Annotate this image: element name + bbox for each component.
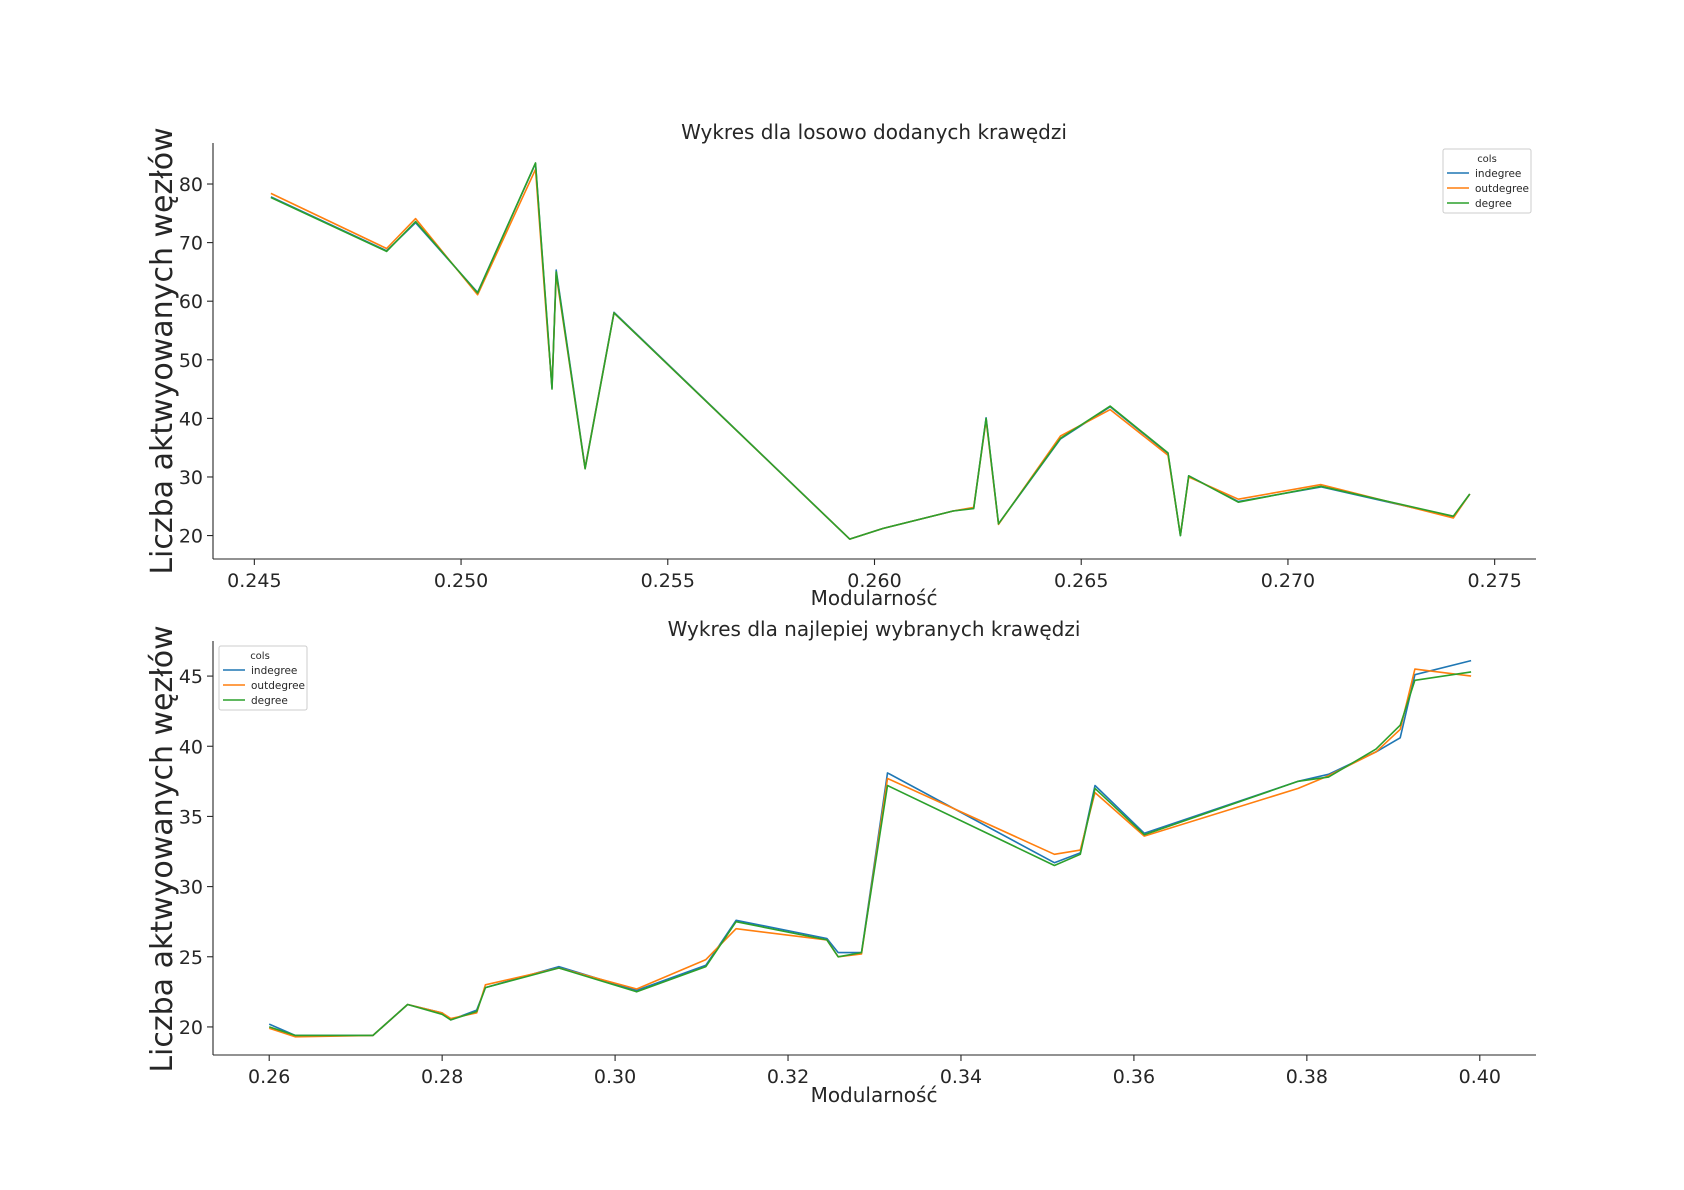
- x-tick-label: 0.250: [434, 570, 488, 592]
- y-tick-label: 35: [179, 806, 203, 828]
- series-line-outdegree: [270, 168, 1471, 540]
- x-tick-label: 0.275: [1467, 570, 1521, 592]
- x-tick-label: 0.32: [767, 1066, 809, 1088]
- y-tick-label: 30: [179, 877, 203, 899]
- y-tick-label: 80: [179, 174, 203, 196]
- ticks: 0.26 0.28 0.30 0.32 0.34 0.36 0.38 0.40 20 25 30 35…: [179, 666, 1501, 1088]
- series-line-degree: [268, 671, 1472, 1037]
- y-tick-label: 60: [179, 291, 203, 313]
- legend-title: cols: [250, 651, 270, 662]
- legend-label-indegree: indegree: [251, 665, 297, 677]
- x-tick-label: 0.26: [248, 1066, 290, 1088]
- x-axis-label: Modularność: [811, 586, 938, 610]
- series-line-degree: [270, 162, 1471, 540]
- ticks: 0.245 0.250 0.255 0.260 0.265 0.270 0.275 20 30 4…: [179, 174, 1522, 592]
- x-tick-label: 0.30: [594, 1066, 636, 1088]
- x-tick-label: 0.36: [1113, 1066, 1155, 1088]
- y-axis-label: Liczba aktwyowanych węzłów: [145, 127, 180, 574]
- x-tick-label: 0.270: [1261, 570, 1315, 592]
- series-line-indegree: [268, 659, 1472, 1037]
- legend-label-degree: degree: [251, 695, 288, 707]
- series-line-outdegree: [268, 668, 1472, 1038]
- legend-label-indegree: indegree: [1475, 168, 1521, 180]
- y-tick-label: 70: [179, 233, 203, 255]
- legend-label-outdegree: outdegree: [1475, 183, 1529, 195]
- y-tick-label: 30: [179, 467, 203, 489]
- x-tick-label: 0.38: [1286, 1066, 1328, 1088]
- chart-random-edges: Wykres dla losowo dodanych krawędzi 0.24…: [145, 120, 1536, 610]
- x-axis-label: Modularność: [811, 1083, 938, 1107]
- x-tick-label: 0.255: [641, 570, 695, 592]
- y-axis-label: Liczba aktwyowanych węzłów: [145, 625, 180, 1072]
- y-tick-label: 40: [179, 736, 203, 758]
- y-tick-label: 20: [179, 526, 203, 548]
- legend-title: cols: [1477, 154, 1497, 165]
- series-line-indegree: [270, 162, 1471, 540]
- x-tick-label: 0.245: [227, 570, 281, 592]
- legend: cols indegree outdegree degree: [218, 645, 308, 711]
- x-tick-label: 0.40: [1459, 1066, 1501, 1088]
- x-tick-label: 0.28: [421, 1066, 463, 1088]
- legend-box: [1442, 148, 1532, 214]
- y-tick-label: 20: [179, 1017, 203, 1039]
- legend-label-degree: degree: [1475, 198, 1512, 210]
- y-tick-label: 25: [179, 947, 203, 969]
- x-tick-label: 0.260: [847, 570, 901, 592]
- x-tick-label: 0.265: [1054, 570, 1108, 592]
- x-tick-label: 0.34: [940, 1066, 982, 1088]
- y-tick-label: 40: [179, 408, 203, 430]
- chart-best-edges: Wykres dla najlepiej wybranych krawędzi …: [145, 617, 1536, 1107]
- legend-box: [218, 645, 308, 711]
- legend: cols indegree outdegree degree: [1442, 148, 1532, 214]
- y-tick-label: 45: [179, 666, 203, 688]
- chart-title: Wykres dla najlepiej wybranych krawędzi: [668, 617, 1081, 641]
- chart-title: Wykres dla losowo dodanych krawędzi: [681, 120, 1067, 144]
- series-lines: [270, 162, 1471, 540]
- y-tick-label: 50: [179, 350, 203, 372]
- series-lines: [268, 659, 1472, 1038]
- legend-label-outdegree: outdegree: [251, 680, 305, 692]
